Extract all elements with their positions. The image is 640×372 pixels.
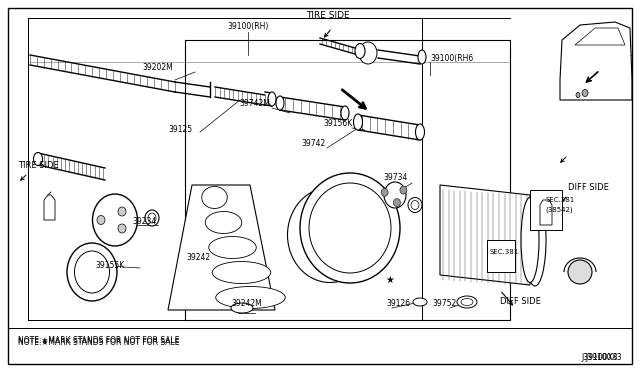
Polygon shape bbox=[168, 185, 275, 310]
Ellipse shape bbox=[355, 44, 365, 58]
Circle shape bbox=[568, 260, 592, 284]
Ellipse shape bbox=[359, 42, 377, 64]
Text: 39125: 39125 bbox=[168, 125, 192, 135]
Bar bbox=[530, 190, 562, 230]
Ellipse shape bbox=[216, 286, 285, 308]
Text: 39155K: 39155K bbox=[95, 260, 125, 269]
Bar bbox=[28, 18, 422, 320]
Ellipse shape bbox=[353, 114, 362, 130]
Text: NOTE:★MARK STANDS FOR NOT FOR SALE: NOTE:★MARK STANDS FOR NOT FOR SALE bbox=[18, 336, 179, 344]
Ellipse shape bbox=[93, 194, 138, 246]
Text: 39202M: 39202M bbox=[143, 64, 173, 73]
Text: 39742: 39742 bbox=[302, 140, 326, 148]
Ellipse shape bbox=[411, 201, 419, 209]
Ellipse shape bbox=[582, 90, 588, 96]
Ellipse shape bbox=[268, 92, 276, 106]
Ellipse shape bbox=[415, 124, 424, 140]
Text: 39742M: 39742M bbox=[239, 99, 271, 109]
Text: NOTE:★MARK STANDS FOR NOT FOR SALE: NOTE:★MARK STANDS FOR NOT FOR SALE bbox=[18, 337, 179, 346]
Text: 39234: 39234 bbox=[133, 218, 157, 227]
Text: (38542): (38542) bbox=[545, 207, 573, 213]
Ellipse shape bbox=[461, 298, 473, 305]
Ellipse shape bbox=[296, 202, 354, 267]
Ellipse shape bbox=[384, 182, 406, 208]
Ellipse shape bbox=[97, 215, 105, 224]
Ellipse shape bbox=[118, 207, 126, 216]
Ellipse shape bbox=[457, 296, 477, 308]
Polygon shape bbox=[540, 200, 552, 225]
Ellipse shape bbox=[231, 303, 253, 313]
Ellipse shape bbox=[118, 224, 126, 233]
Polygon shape bbox=[440, 185, 530, 285]
Text: 39752: 39752 bbox=[433, 299, 457, 308]
Text: J39100X3: J39100X3 bbox=[586, 353, 622, 362]
Ellipse shape bbox=[300, 173, 400, 283]
Text: DIFF SIDE: DIFF SIDE bbox=[568, 183, 609, 192]
Ellipse shape bbox=[202, 186, 227, 208]
Ellipse shape bbox=[381, 188, 388, 196]
Ellipse shape bbox=[292, 195, 363, 275]
Text: 39100(RH6: 39100(RH6 bbox=[430, 54, 473, 62]
Bar bbox=[487, 240, 515, 272]
Bar bbox=[185, 40, 510, 320]
Ellipse shape bbox=[148, 213, 156, 223]
Text: 39242: 39242 bbox=[186, 253, 210, 262]
Polygon shape bbox=[44, 195, 55, 220]
Ellipse shape bbox=[341, 106, 349, 120]
Text: TIRE SIDE: TIRE SIDE bbox=[18, 160, 59, 170]
Ellipse shape bbox=[301, 210, 344, 260]
Text: 39126: 39126 bbox=[386, 299, 410, 308]
Ellipse shape bbox=[276, 96, 284, 110]
Text: 39734: 39734 bbox=[384, 173, 408, 183]
Text: 39100(RH): 39100(RH) bbox=[227, 22, 269, 31]
Ellipse shape bbox=[145, 210, 159, 226]
Polygon shape bbox=[560, 22, 632, 100]
Ellipse shape bbox=[400, 186, 407, 194]
Ellipse shape bbox=[67, 243, 117, 301]
Ellipse shape bbox=[33, 153, 42, 166]
Text: SEC.381: SEC.381 bbox=[545, 197, 574, 203]
Text: TIRE SIDE: TIRE SIDE bbox=[306, 12, 350, 20]
Ellipse shape bbox=[74, 251, 109, 293]
Ellipse shape bbox=[418, 50, 426, 64]
Text: 39156K: 39156K bbox=[323, 119, 353, 128]
Ellipse shape bbox=[576, 93, 580, 97]
Ellipse shape bbox=[521, 198, 539, 282]
Text: SEC.381: SEC.381 bbox=[490, 249, 519, 255]
Ellipse shape bbox=[287, 187, 372, 282]
Polygon shape bbox=[575, 28, 625, 45]
Ellipse shape bbox=[394, 199, 401, 206]
Ellipse shape bbox=[205, 212, 242, 234]
Ellipse shape bbox=[408, 198, 422, 212]
Ellipse shape bbox=[209, 237, 256, 259]
Ellipse shape bbox=[309, 183, 391, 273]
Text: DIFF SIDE: DIFF SIDE bbox=[500, 298, 541, 307]
Ellipse shape bbox=[212, 262, 271, 283]
Ellipse shape bbox=[413, 298, 427, 306]
Ellipse shape bbox=[305, 218, 335, 253]
Polygon shape bbox=[626, 55, 632, 62]
Text: J39100X3: J39100X3 bbox=[581, 353, 618, 362]
Text: 39242M: 39242M bbox=[232, 299, 262, 308]
Text: ★: ★ bbox=[386, 275, 394, 285]
